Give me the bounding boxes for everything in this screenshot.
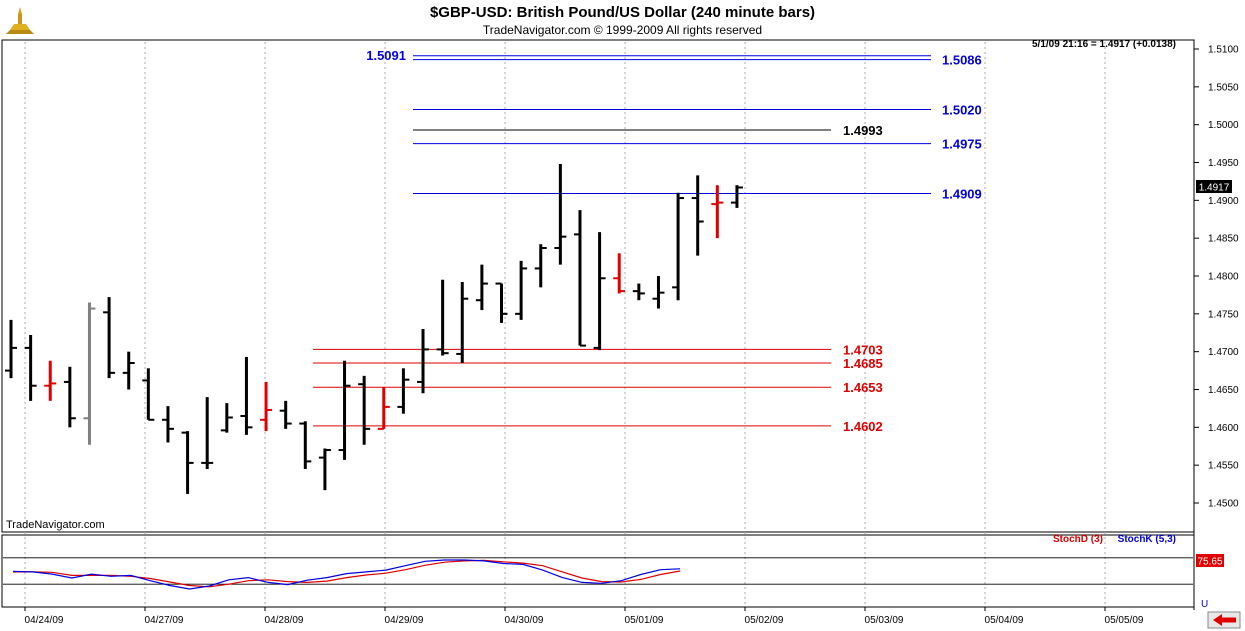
stochastic-panel — [3, 557, 1193, 590]
watermark: TradeNavigator.com — [6, 519, 105, 531]
x-tick-label: 05/02/09 — [745, 615, 784, 626]
ohlc-bar — [358, 375, 371, 445]
y-tick-label: 1.4650 — [1208, 385, 1239, 396]
x-tick-label: 04/28/09 — [265, 615, 304, 626]
ohlc-bar — [44, 360, 57, 401]
ohlc-bar — [593, 232, 606, 351]
ohlc-bar — [652, 276, 665, 309]
ohlc-bar — [377, 387, 390, 430]
ohlc-bar — [573, 210, 586, 347]
x-tick-label: 05/04/09 — [985, 615, 1024, 626]
y-tick-label: 1.4700 — [1208, 347, 1239, 358]
y-tick-label: 1.4950 — [1208, 158, 1239, 169]
scroll-marker: U — [1201, 599, 1208, 610]
x-tick-label: 05/01/09 — [625, 615, 664, 626]
level-label-1.5020: 1.5020 — [942, 103, 982, 118]
level-label-1.4993: 1.4993 — [843, 123, 883, 138]
level-label-1.5086: 1.5086 — [942, 53, 982, 68]
level-label-1.4602: 1.4602 — [843, 419, 883, 434]
ohlc-bar — [613, 253, 626, 294]
ohlc-bar — [554, 164, 567, 265]
y-tick-label: 1.4600 — [1208, 423, 1239, 434]
x-tick-label: 05/03/09 — [865, 615, 904, 626]
x-tick-label: 05/05/09 — [1105, 615, 1144, 626]
level-label-1.4685: 1.4685 — [843, 356, 883, 371]
trade-navigator-logo — [6, 7, 34, 34]
ohlc-bar — [220, 403, 233, 433]
y-tick-label: 1.4500 — [1208, 499, 1239, 510]
ohlc-bar — [436, 279, 449, 356]
y-tick-label: 1.4900 — [1208, 196, 1239, 207]
ohlc-bar — [5, 319, 17, 379]
vertical-grid — [24, 42, 1106, 606]
ohlc-bar — [730, 185, 743, 208]
ohlc-bar — [181, 431, 194, 494]
scroll-left-button[interactable] — [1207, 611, 1241, 629]
ohlc-bar — [201, 397, 214, 469]
x-tick-label: 04/24/09 — [25, 615, 64, 626]
y-tick-label: 1.4550 — [1208, 461, 1239, 472]
chart-header: $GBP-USD: British Pound/US Dollar (240 m… — [0, 0, 1245, 40]
level-label-1.5091: 1.5091 — [366, 48, 406, 63]
ohlc-bar — [318, 448, 331, 491]
stoch-panel-frame — [1, 534, 1195, 608]
ohlc-bar — [672, 192, 685, 301]
chart-title: $GBP-USD: British Pound/US Dollar (240 m… — [429, 4, 816, 21]
current-price-tag: 1.4917 — [1199, 183, 1230, 194]
ohlc-bar — [338, 360, 351, 460]
y-tick-label: 1.5000 — [1208, 120, 1239, 131]
current-price-box — [1196, 180, 1232, 193]
stoch-k-legend: StochK (5,3) — [1118, 534, 1176, 545]
stoch-value-tag: 75.65 — [1197, 557, 1222, 568]
ohlc-bar — [456, 282, 469, 364]
ohlc-bar — [711, 185, 724, 239]
last-quote: 5/1/09 21:16 = 1.4917 (+0.0138) — [1032, 39, 1176, 50]
ohlc-bar — [534, 244, 547, 288]
x-tick-label: 04/29/09 — [385, 615, 424, 626]
date-axis: 04/24/09 04/27/09 04/28/09 04/29/09 04/30/09… — [24, 607, 1144, 626]
ohlc-bars — [5, 164, 743, 494]
price-axis: 1.4500 1.4550 1.4600 1.4650 1.4700 1.4750 1.48… — [1194, 45, 1239, 510]
level-label-1.4653: 1.4653 — [843, 380, 883, 395]
pivot-levels: 1.5091 1.5086 1.5020 1.4993 1.4975 1.4909 1.47… — [313, 48, 982, 434]
y-tick-label: 1.4850 — [1208, 234, 1239, 245]
ohlc-bar — [279, 400, 292, 429]
ohlc-bar — [161, 406, 174, 443]
copyright-text: TradeNavigator.com © 1999-2009 All right… — [482, 23, 763, 37]
ohlc-bar — [632, 283, 645, 301]
ohlc-bar — [515, 260, 528, 320]
y-tick-label: 1.4800 — [1208, 272, 1239, 283]
ohlc-bar — [260, 381, 273, 432]
ohlc-bar — [299, 421, 312, 469]
y-tick-label: 1.5050 — [1208, 82, 1239, 93]
level-label-1.4703: 1.4703 — [843, 342, 883, 357]
ohlc-bar — [240, 356, 253, 435]
level-label-1.4975: 1.4975 — [942, 137, 982, 152]
ohlc-bar — [142, 368, 155, 421]
ohlc-bar — [475, 264, 488, 311]
ohlc-bar — [691, 175, 704, 256]
level-label-1.4909: 1.4909 — [942, 187, 982, 202]
price-panel-frame — [1, 39, 1195, 533]
ohlc-bar — [63, 366, 76, 428]
y-tick-label: 1.4750 — [1208, 309, 1239, 320]
ohlc-bar — [103, 297, 116, 379]
left-arrow-icon — [1213, 614, 1236, 626]
x-tick-label: 04/27/09 — [145, 615, 184, 626]
ohlc-bar — [495, 282, 508, 323]
ohlc-bar — [24, 335, 37, 401]
stoch-k-line — [12, 559, 681, 590]
stoch-d-legend: StochD (3) — [1053, 534, 1103, 545]
stoch-value-box — [1196, 554, 1224, 567]
x-tick-label: 04/30/09 — [505, 615, 544, 626]
ohlc-bar — [83, 302, 96, 445]
y-tick-label: 1.5100 — [1208, 45, 1239, 56]
ohlc-bar — [397, 368, 410, 414]
ohlc-bar — [122, 351, 135, 390]
ohlc-bar — [417, 328, 430, 394]
